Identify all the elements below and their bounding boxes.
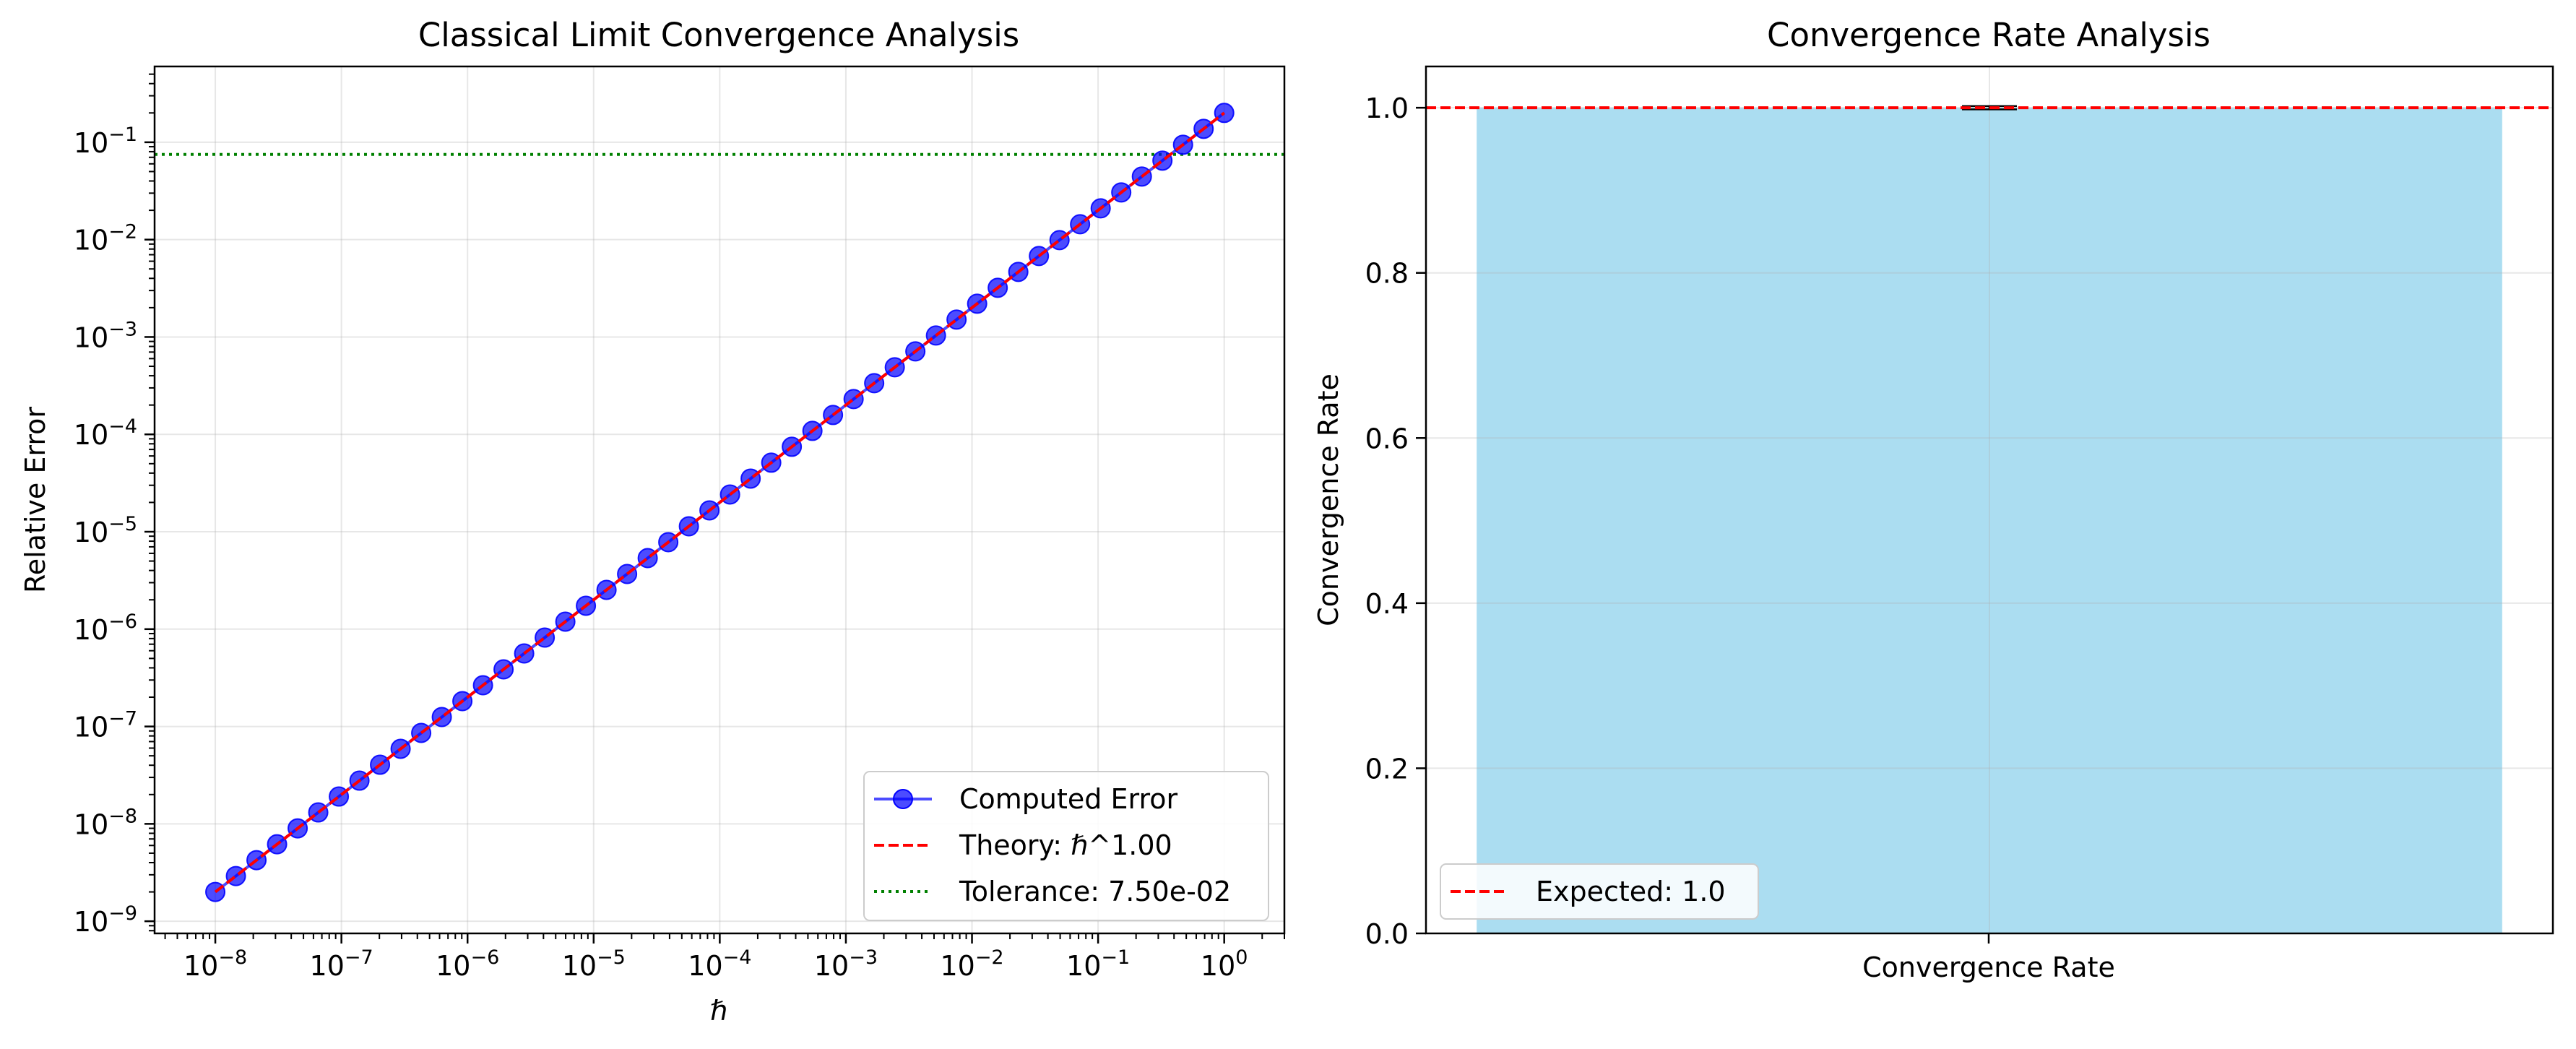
right-y-ticks: 0.0 0.2 0.4 0.6 0.8 1.0 [1365,92,1426,950]
theory-line [214,111,1225,894]
left-x-tick-label: 10−2 [940,946,1003,982]
right-y-tick-label: 0.0 [1365,918,1409,950]
right-legend: Expected: 1.0 [1440,863,1759,920]
left-y-tick-label: 10−7 [74,708,137,743]
left-y-axis-label: Relative Error [20,407,51,593]
left-y-tick-label: 10−1 [74,124,137,159]
right-y-axis-label: Convergence Rate [1313,374,1344,626]
legend-label-computed: Computed Error [959,783,1177,815]
right-legend-box [1440,863,1759,920]
left-y-tick-label: 10−6 [74,610,137,646]
legend-label-expected: Expected: 1.0 [1536,876,1726,907]
left-y-ticks: 10−9 10−8 10−7 10−6 10−5 10−4 10−3 10−2 10−1 [74,73,155,938]
right-y-tick-label: 0.8 [1365,258,1409,290]
left-x-tick-label: 10−5 [562,946,626,982]
left-y-tick-label: 10−9 [74,902,137,938]
left-y-tick-label: 10−3 [74,318,137,353]
left-data-layer [155,103,1284,902]
left-x-tick-label: 100 [1201,946,1248,982]
left-x-tick-label: 10−8 [183,946,247,982]
left-x-tick-label: 10−7 [310,946,373,982]
right-y-tick-label: 0.2 [1365,753,1409,785]
right-y-tick-label: 1.0 [1365,92,1409,124]
left-x-tick-label: 10−4 [688,946,751,982]
left-y-tick-label: 10−4 [74,415,137,451]
left-x-ticks: 10−8 10−7 10−6 10−5 10−4 10−3 10−2 10−1 100 [164,933,1285,982]
right-y-tick-label: 0.6 [1365,423,1409,454]
left-y-tick-label: 10−2 [74,221,137,256]
legend-label-theory: Theory: ℏ^1.00 [959,829,1172,861]
left-chart-title: Classical Limit Convergence Analysis [418,16,1019,54]
bar-convergence-rate [1477,108,2502,934]
left-x-axis-label: ℏ [710,995,727,1027]
left-legend: Computed Error Theory: ℏ^1.00 Tolerance:… [863,771,1269,921]
left-legend-box [863,771,1269,921]
right-y-tick-label: 0.4 [1365,588,1409,620]
left-y-tick-label: 10−8 [74,805,137,840]
left-chart: Classical Limit Convergence Analysis 10−… [20,16,1286,1027]
legend-marker-computed [893,789,913,809]
right-x-tick-label: Convergence Rate [1862,951,2115,983]
right-chart-title: Convergence Rate Analysis [1767,16,2210,54]
left-x-tick-label: 10−3 [814,946,878,982]
right-chart: Convergence Rate Analysis 0.00.20.40.60.… [1313,16,2554,983]
legend-label-tolerance: Tolerance: 7.50e-02 [959,876,1231,907]
left-y-tick-label: 10−5 [74,513,137,548]
left-x-tick-label: 10−1 [1066,946,1130,982]
left-x-tick-label: 10−6 [436,946,499,982]
